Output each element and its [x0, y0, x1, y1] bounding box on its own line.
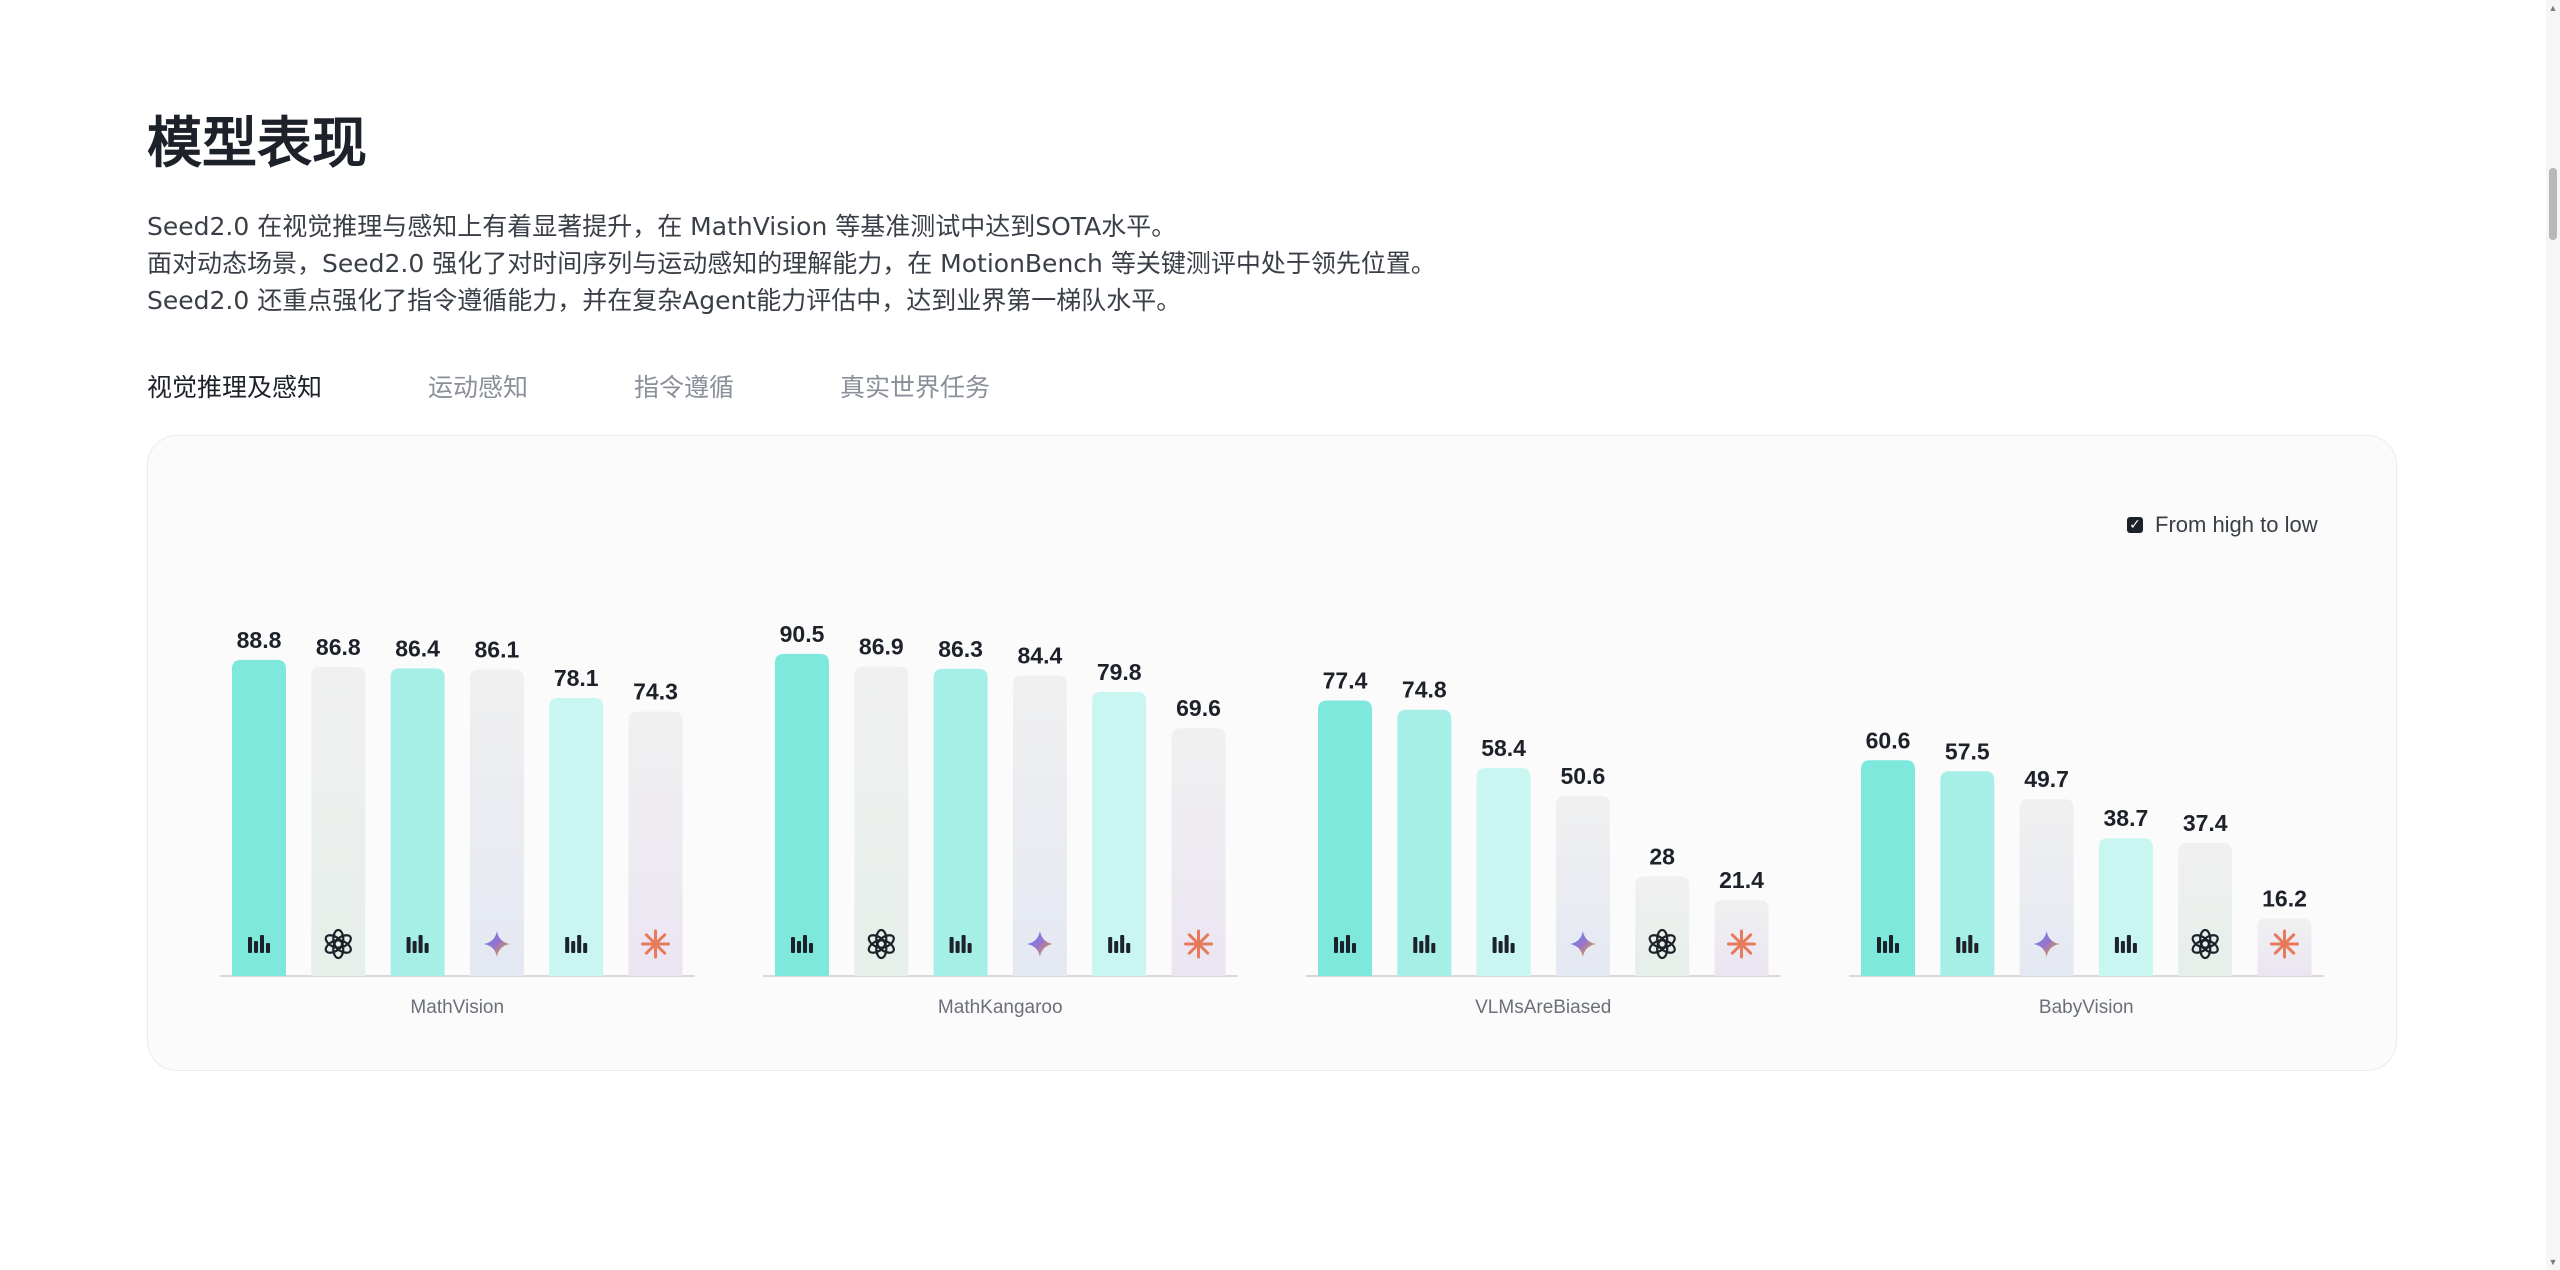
openai-icon: [324, 928, 352, 960]
bar: [390, 668, 445, 976]
data-label: 49.7: [2024, 766, 2069, 792]
bar: [2019, 799, 2074, 976]
bar-group: 88.8 86.8 86.4 86.1 78.1 74.3 MathVision: [220, 627, 695, 1018]
data-label: 28: [1649, 843, 1675, 869]
data-label: 38.7: [2104, 805, 2149, 831]
claude-icon: [1184, 929, 1213, 959]
openai-icon: [1648, 928, 1676, 960]
data-label: 74.8: [1402, 677, 1447, 703]
data-label: 77.4: [1323, 667, 1368, 693]
data-label: 60.6: [1866, 727, 1911, 753]
bar: [311, 666, 366, 976]
seed-icon: [406, 935, 429, 953]
seed-icon: [248, 935, 270, 953]
openai-icon: [2191, 928, 2219, 960]
data-label: 58.4: [1481, 735, 1526, 761]
scroll-up-icon[interactable]: ▲: [2548, 3, 2558, 13]
gemini-icon: [2033, 931, 2060, 957]
bar-group: 60.6 57.5 49.7 38.7 37.4 16.2 BabyVision: [1849, 727, 2324, 1018]
data-label: 86.8: [316, 634, 361, 660]
seed-icon: [1108, 935, 1131, 953]
data-label: 69.6: [1176, 695, 1221, 721]
data-label: 78.1: [554, 665, 599, 691]
seed-icon: [2114, 935, 2137, 953]
bar: [1397, 709, 1452, 976]
intro-line-1: Seed2.0 在视觉推理与感知上有着显著提升，在 MathVision 等基准…: [147, 212, 1177, 241]
data-label: 90.5: [780, 621, 825, 647]
gemini-icon: [483, 931, 510, 957]
bar: [1092, 691, 1147, 976]
bar-group: 90.5 86.9 86.3 84.4 79.8 69.6 MathKangaroo: [763, 621, 1238, 1018]
bar: [1940, 771, 1995, 976]
bar: [1012, 675, 1067, 976]
seed-icon: [949, 935, 972, 953]
category-label: VLMsAreBiased: [1475, 997, 1611, 1018]
page-title: 模型表现: [147, 111, 368, 175]
bar: [628, 711, 683, 976]
intro-text: Seed2.0 在视觉推理与感知上有着显著提升，在 MathVision 等基准…: [147, 208, 1436, 319]
data-label: 50.6: [1561, 763, 1606, 789]
scrollbar[interactable]: ▲ ▼: [2546, 0, 2560, 1270]
sort-label: From high to low: [2155, 512, 2318, 537]
bar: [1635, 876, 1690, 976]
data-label: 88.8: [237, 627, 282, 653]
data-label: 79.8: [1097, 659, 1142, 685]
scrollbar-thumb[interactable]: [2549, 168, 2557, 240]
seed-icon: [1877, 935, 1899, 953]
bar: [854, 666, 909, 976]
intro-line-3: Seed2.0 还重点强化了指令遵循能力，并在复杂Agent能力评估中，达到业界…: [147, 286, 1182, 315]
data-label: 86.1: [475, 636, 520, 662]
bar: [549, 697, 604, 976]
data-label: 21.4: [1719, 867, 1764, 893]
bar: [1476, 768, 1531, 976]
data-label: 37.4: [2183, 810, 2228, 836]
bar: [1318, 700, 1372, 976]
intro-line-2: 面对动态场景，Seed2.0 强化了对时间序列与运动感知的理解能力，在 Moti…: [147, 249, 1436, 278]
gemini-icon: [1026, 931, 1053, 957]
bar: [2178, 842, 2233, 976]
openai-icon: [867, 928, 895, 960]
bar: [775, 653, 829, 976]
seed-icon: [791, 935, 813, 953]
seed-icon: [1334, 935, 1356, 953]
bar: [1171, 728, 1226, 976]
data-label: 86.9: [859, 634, 904, 660]
bar: [1861, 760, 1915, 976]
category-label: MathVision: [410, 997, 504, 1018]
sort-toggle[interactable]: ✓ From high to low: [2127, 512, 2318, 538]
bar: [933, 668, 988, 976]
seed-icon: [1413, 935, 1436, 953]
claude-icon: [641, 929, 670, 959]
tab-visual-reasoning[interactable]: 视觉推理及感知: [147, 373, 323, 402]
bar: [232, 659, 286, 976]
bar-group: 77.4 74.8 58.4 50.6 28 21.4 VLMsAreBiased: [1306, 667, 1781, 1018]
bar: [2098, 838, 2153, 976]
seed-icon: [1956, 935, 1979, 953]
bar: [1555, 795, 1610, 976]
data-label: 74.3: [633, 678, 678, 704]
bar: [469, 669, 524, 976]
data-label: 57.5: [1945, 738, 1990, 764]
tab-instruction-following[interactable]: 指令遵循: [634, 373, 735, 402]
seed-icon: [565, 935, 588, 953]
tab-real-world-tasks[interactable]: 真实世界任务: [840, 373, 991, 402]
benchmark-tabs: 视觉推理及感知 运动感知 指令遵循 真实世界任务: [147, 368, 1096, 408]
category-label: BabyVision: [2039, 997, 2134, 1018]
data-label: 16.2: [2262, 885, 2307, 911]
seed-icon: [1492, 935, 1515, 953]
claude-icon: [1727, 929, 1756, 959]
tab-motion-perception[interactable]: 运动感知: [428, 373, 529, 402]
data-label: 86.3: [938, 636, 983, 662]
gemini-icon: [1569, 931, 1596, 957]
sort-checkbox[interactable]: ✓: [2127, 517, 2143, 533]
category-label: MathKangaroo: [938, 997, 1063, 1018]
scroll-down-icon[interactable]: ▼: [2548, 1257, 2558, 1267]
claude-icon: [2270, 929, 2299, 959]
data-label: 84.4: [1018, 643, 1063, 669]
data-label: 86.4: [395, 635, 440, 661]
